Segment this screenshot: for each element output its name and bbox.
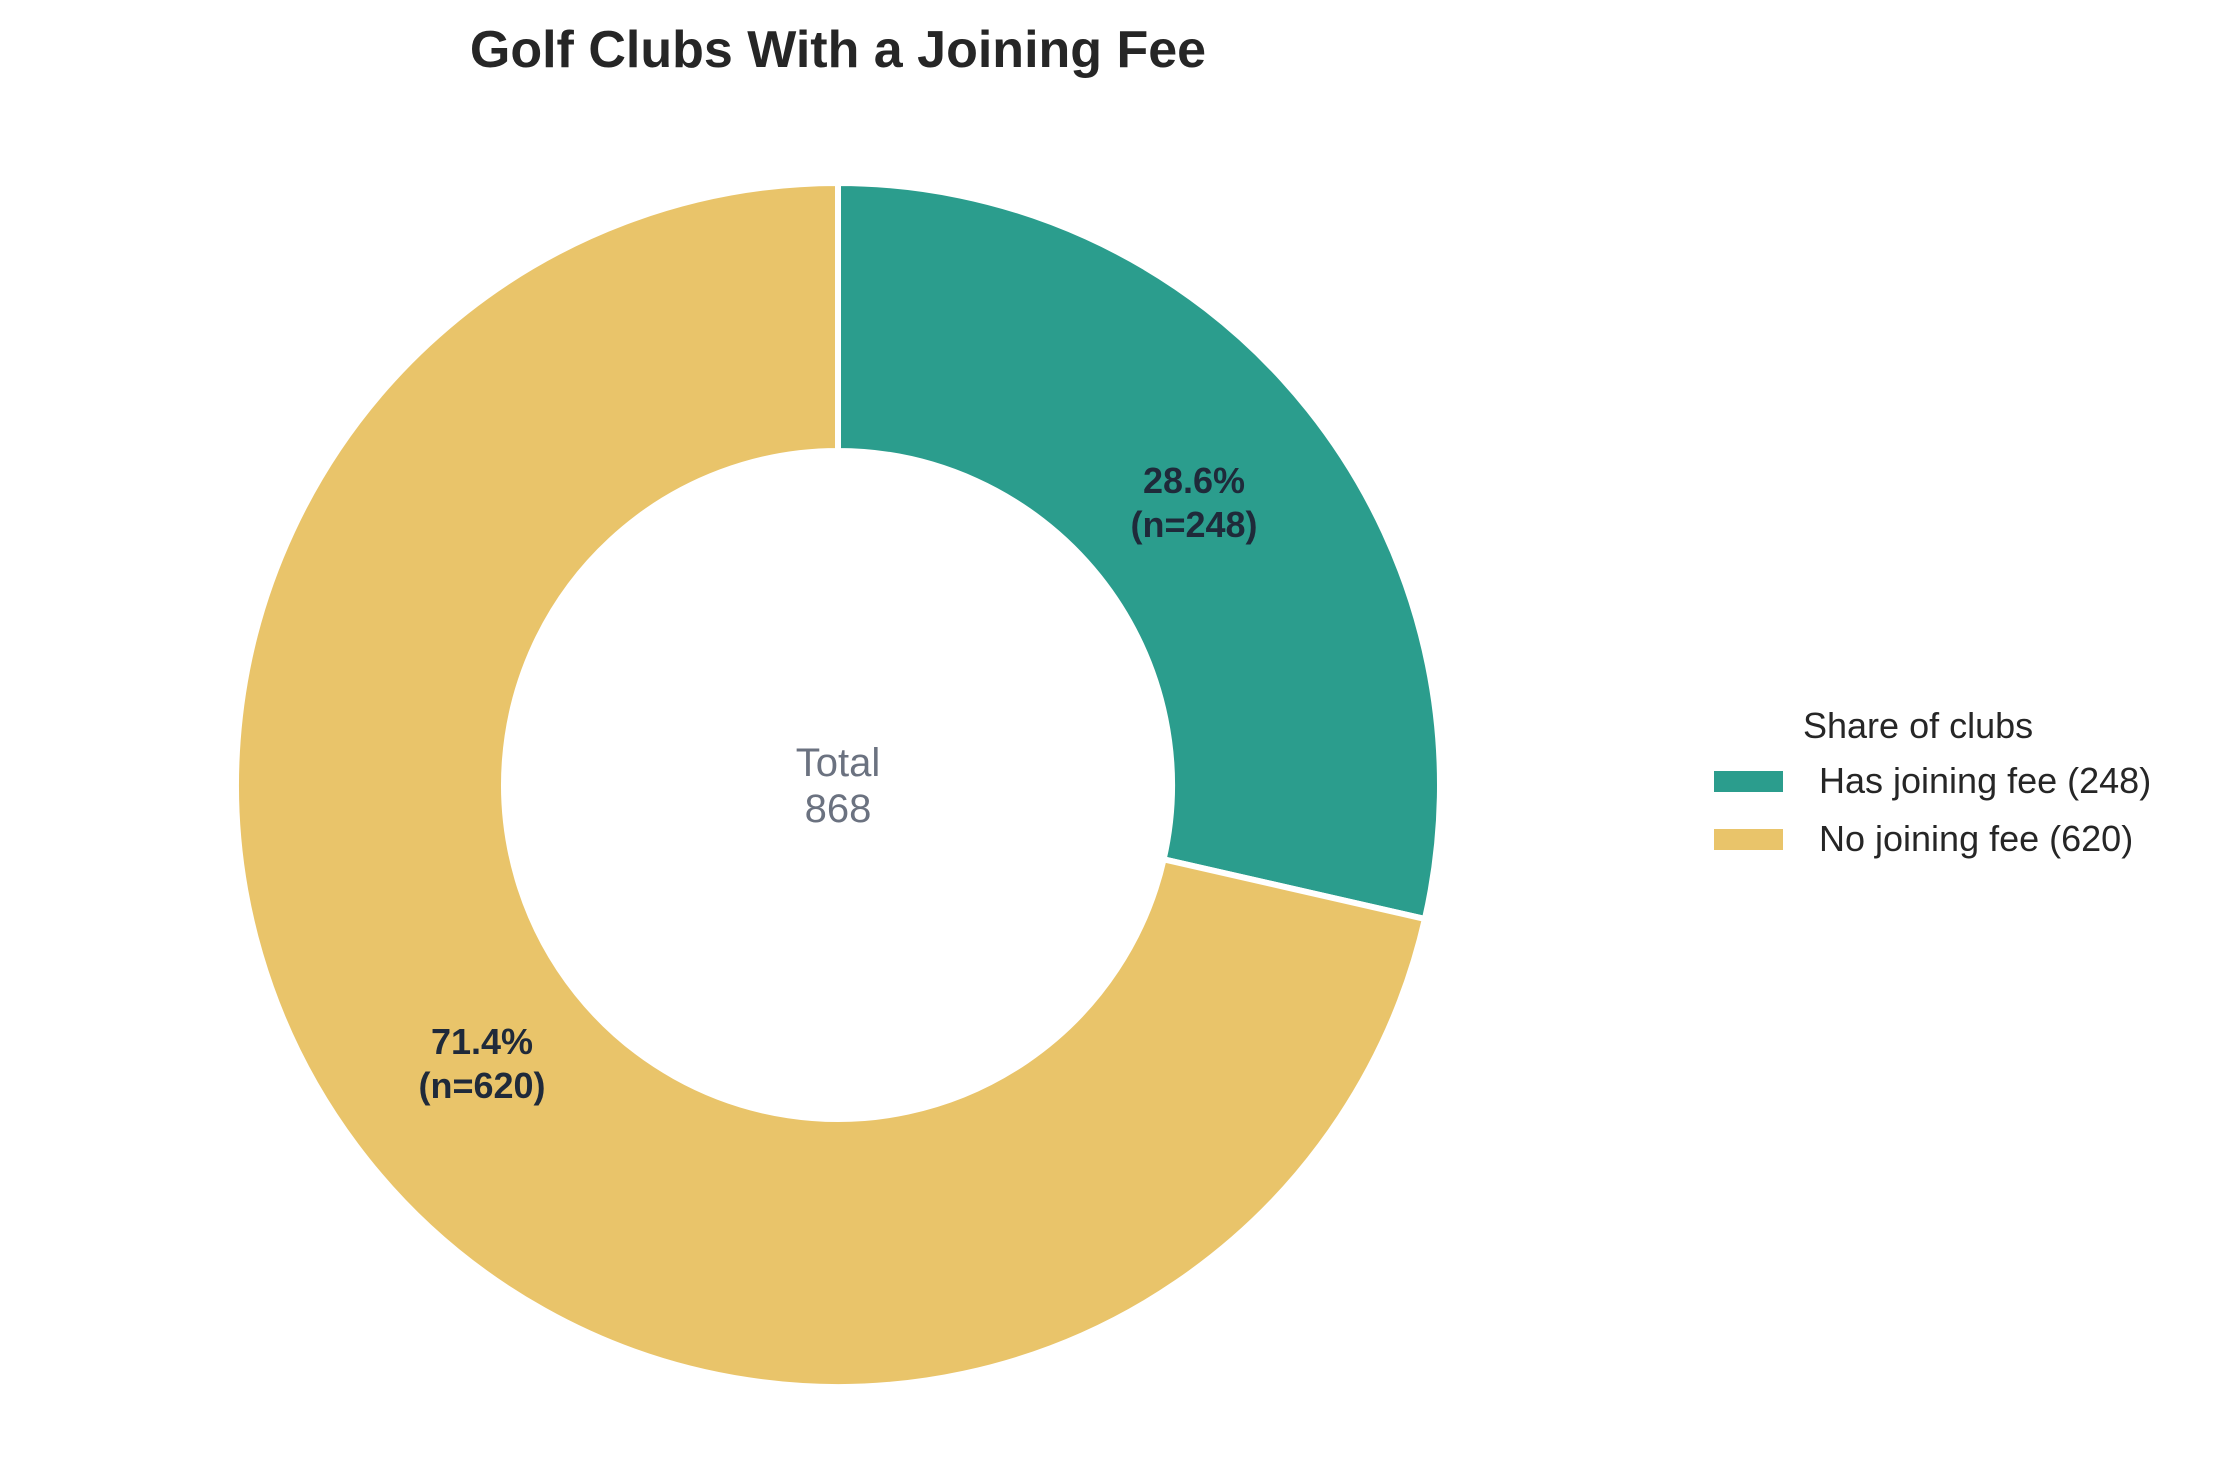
chart-title: Golf Clubs With a Joining Fee (469, 21, 1207, 79)
slice-label-n-no-fee: (n=620) (418, 1065, 545, 1106)
legend-label: No joining fee (620) (1819, 818, 2134, 859)
legend-title: Share of clubs (1803, 705, 2034, 746)
slice-no-joining-fee[interactable] (233, 179, 1429, 1390)
donut-slices (233, 179, 1443, 1390)
center-total-value: 868 (805, 787, 872, 831)
center-total-label: Total (796, 741, 881, 785)
slice-has-joining-fee[interactable] (835, 179, 1443, 923)
slice-label-n-has-fee: (n=248) (1130, 504, 1257, 545)
legend-swatch-teal (1714, 770, 1783, 792)
legend: Share of clubs Has joining fee (248) No … (1690, 700, 2151, 868)
slice-label-pct-has-fee: 28.6% (1143, 460, 1245, 501)
legend-item-no-fee[interactable]: No joining fee (620) (1690, 810, 2151, 868)
legend-swatch-gold (1714, 828, 1783, 850)
legend-label: Has joining fee (248) (1819, 760, 2152, 801)
slice-label-pct-no-fee: 71.4% (431, 1021, 533, 1062)
legend-item-has-fee[interactable]: Has joining fee (248) (1690, 752, 2151, 810)
